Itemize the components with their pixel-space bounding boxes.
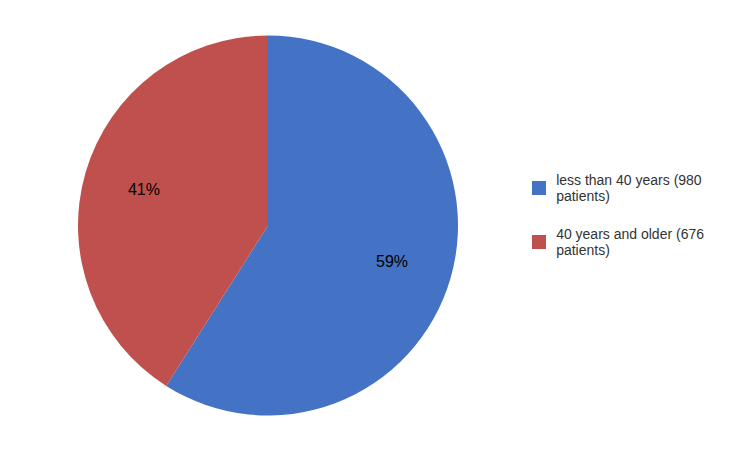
- svg-text:41%: 41%: [128, 181, 160, 198]
- html-text:40 years and older (676 patien: 40 years and older (676 patients): [556, 225, 704, 258]
- svg-text:59%: 59%: [376, 253, 408, 270]
- html-text:less than 40 years (980 patien: less than 40 years (980 patients): [556, 171, 702, 204]
